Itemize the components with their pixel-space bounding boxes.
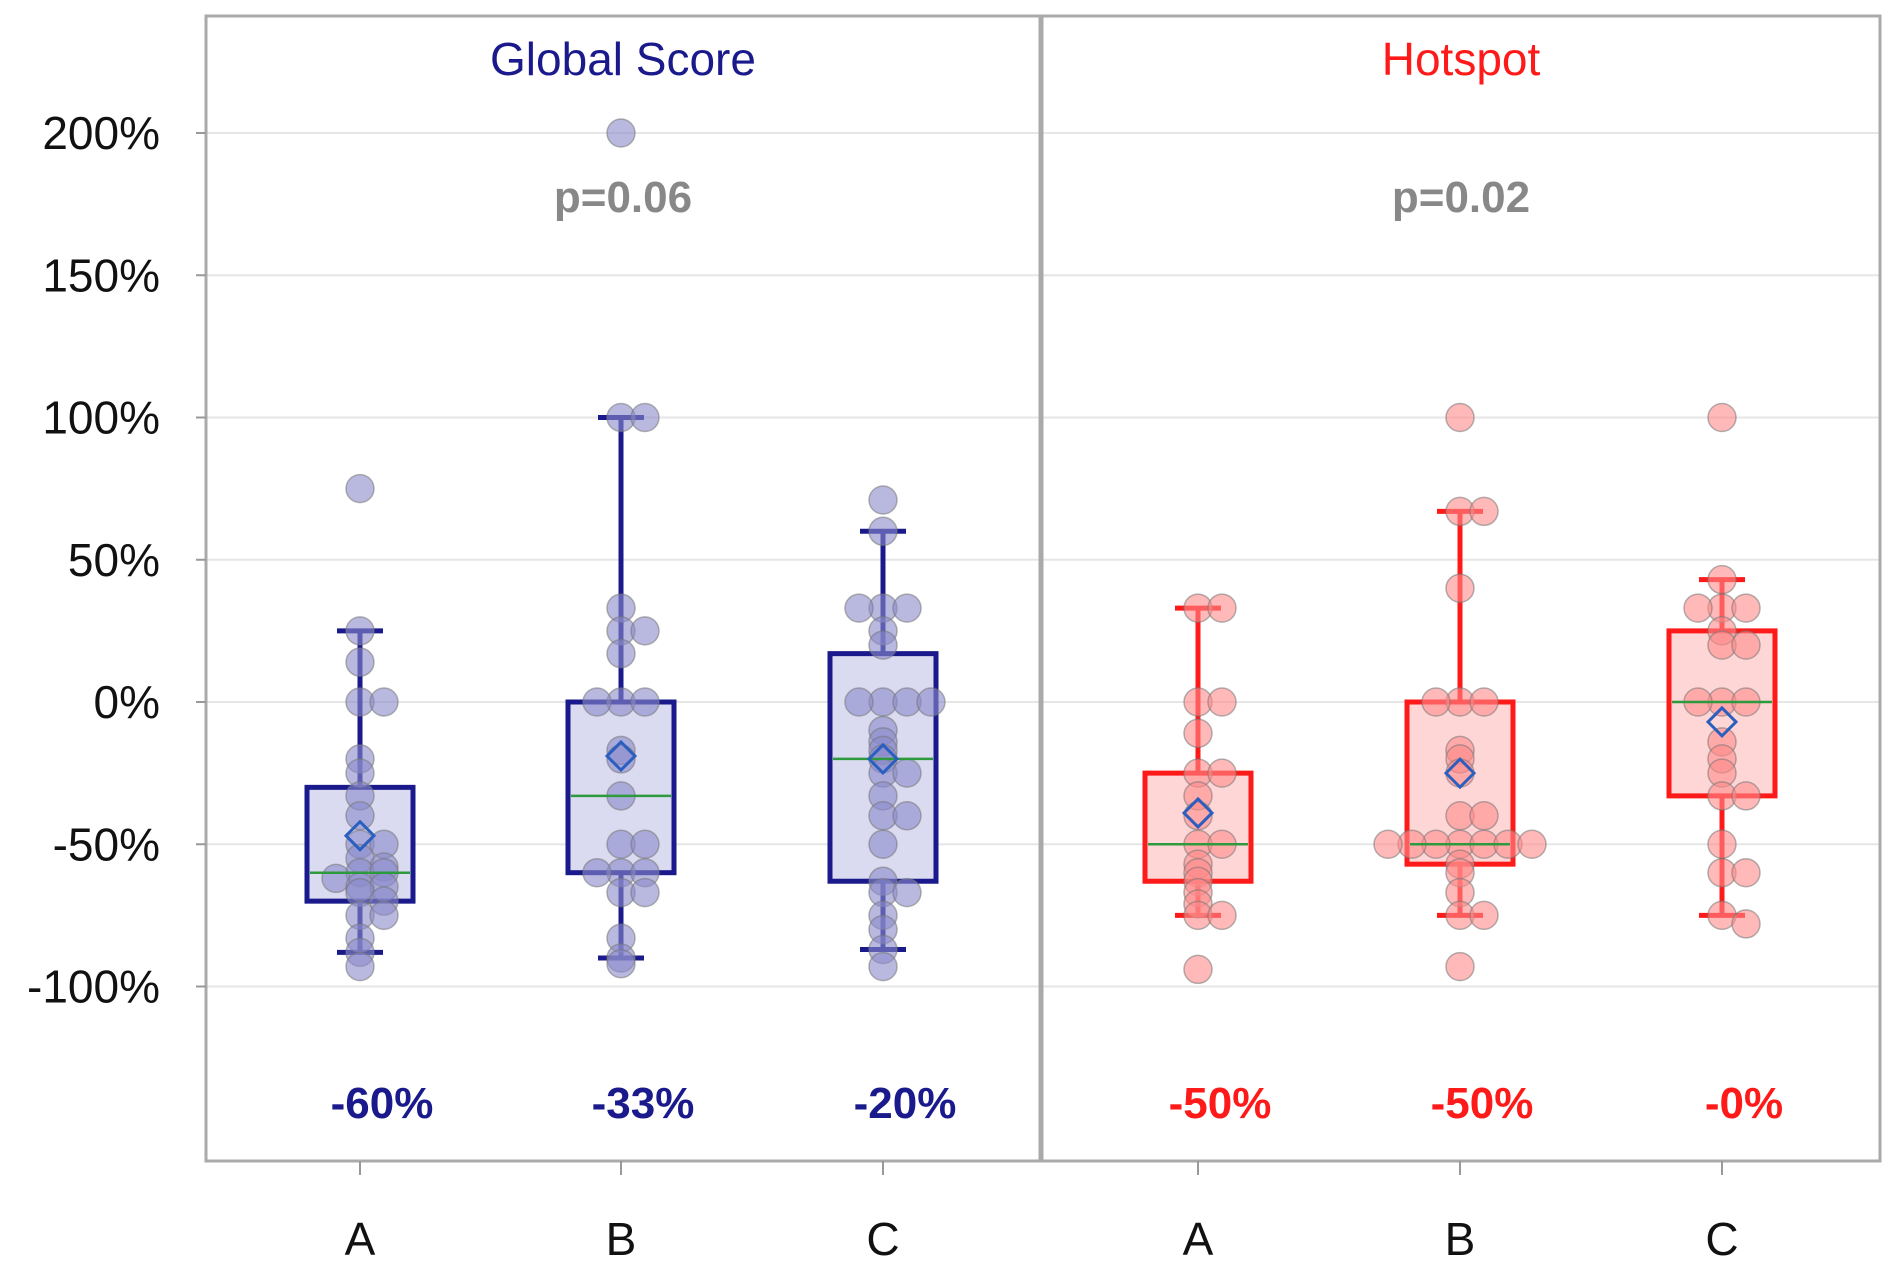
mean-marker: [1705, 705, 1739, 739]
data-point: [606, 948, 636, 979]
data-point: [844, 687, 874, 717]
data-point: [1469, 900, 1499, 931]
data-point: [868, 630, 898, 660]
data-point: [1731, 857, 1761, 888]
data-point: [369, 687, 399, 717]
x-tick-label: A: [1183, 1213, 1214, 1265]
group-C: -0%: [1666, 402, 1783, 1128]
data-point: [606, 118, 636, 148]
data-point: [345, 801, 375, 831]
panel-global-score: Global Score p=0.06 -60% -33% -20%: [304, 33, 957, 1128]
data-point: [345, 616, 375, 646]
median-label: -50%: [1169, 1079, 1272, 1128]
data-point: [1207, 593, 1237, 623]
mean-marker: [343, 819, 377, 852]
median-label: -20%: [854, 1079, 957, 1128]
data-point: [630, 616, 660, 646]
data-point: [1731, 909, 1761, 939]
y-tick-label: -50%: [53, 818, 160, 870]
data-point: [1183, 954, 1213, 985]
data-point: [606, 638, 636, 669]
group-B: -50%: [1373, 402, 1547, 1128]
x-tick-label: B: [1445, 1213, 1476, 1265]
median-label: -33%: [592, 1079, 695, 1128]
mean-marker: [1181, 796, 1215, 830]
data-point: [1445, 402, 1475, 433]
panel-title: Hotspot: [1382, 33, 1541, 85]
data-point: [892, 877, 922, 908]
group-C: -20%: [827, 485, 957, 1128]
data-point: [1707, 402, 1737, 433]
data-point: [868, 516, 898, 547]
median-label: -0%: [1705, 1079, 1783, 1128]
x-tick-label: A: [345, 1213, 376, 1265]
data-point: [892, 758, 922, 788]
data-point: [1207, 758, 1237, 788]
data-point: [1731, 593, 1761, 623]
data-point: [892, 593, 922, 623]
y-tick-label: 100%: [42, 392, 160, 444]
data-point: [892, 801, 922, 831]
data-point: [1207, 687, 1237, 717]
data-point: [1517, 829, 1547, 859]
data-point: [345, 473, 375, 504]
median-label: -50%: [1431, 1079, 1534, 1128]
data-point: [582, 857, 612, 888]
data-point: [844, 593, 874, 623]
p-value: p=0.02: [1392, 173, 1530, 222]
data-point: [345, 647, 375, 677]
y-tick-label: -100%: [27, 961, 160, 1013]
group-A: -60%: [304, 473, 434, 1128]
y-tick-label: 150%: [42, 249, 160, 301]
data-point: [1421, 687, 1451, 717]
y-axis: 200% 150% 100% 50% 0% -50% -100%: [27, 107, 206, 1013]
panel-hotspot: Hotspot p=0.02 -50% -50% -0%: [1142, 33, 1783, 1128]
data-point: [1445, 573, 1475, 603]
data-point: [868, 485, 898, 515]
panel-title: Global Score: [490, 33, 756, 85]
group-A: -50%: [1142, 593, 1272, 1128]
y-tick-label: 50%: [68, 534, 160, 586]
panel-frames: [204, 14, 1882, 1163]
group-B: -33%: [565, 118, 695, 1128]
data-point: [1707, 564, 1737, 595]
data-point: [916, 687, 946, 717]
data-point: [1731, 781, 1761, 811]
data-point: [1683, 593, 1713, 623]
data-point: [345, 951, 375, 982]
data-point: [1373, 829, 1403, 859]
data-point: [1731, 630, 1761, 660]
mean-marker: [1443, 757, 1477, 790]
p-value: p=0.06: [554, 173, 692, 222]
x-tick-label: C: [1705, 1213, 1738, 1265]
x-tick-label: B: [606, 1213, 637, 1265]
data-point: [1445, 758, 1475, 788]
data-point: [868, 829, 898, 859]
data-point: [1207, 900, 1237, 931]
y-tick-label: 0%: [94, 676, 160, 728]
panels: Global Score p=0.06 -60% -33% -20% Hotspot p=0…: [304, 33, 1783, 1128]
data-point: [369, 900, 399, 931]
mean-marker: [866, 742, 900, 776]
y-tick-label: 200%: [42, 107, 160, 159]
data-point: [630, 877, 660, 908]
x-tick-label: C: [866, 1213, 899, 1265]
data-point: [1707, 829, 1737, 859]
data-point: [1183, 718, 1213, 749]
panel-frame: [204, 14, 1042, 1163]
data-point: [1469, 801, 1499, 831]
data-point: [1469, 687, 1499, 717]
data-point: [630, 402, 660, 433]
median-label: -60%: [331, 1079, 434, 1128]
data-point: [582, 687, 612, 717]
mean-marker: [604, 739, 638, 773]
data-point: [606, 744, 636, 774]
data-point: [1469, 496, 1499, 527]
data-point: [1445, 951, 1475, 982]
data-point: [868, 951, 898, 982]
data-point: [630, 687, 660, 717]
data-point: [630, 829, 660, 859]
